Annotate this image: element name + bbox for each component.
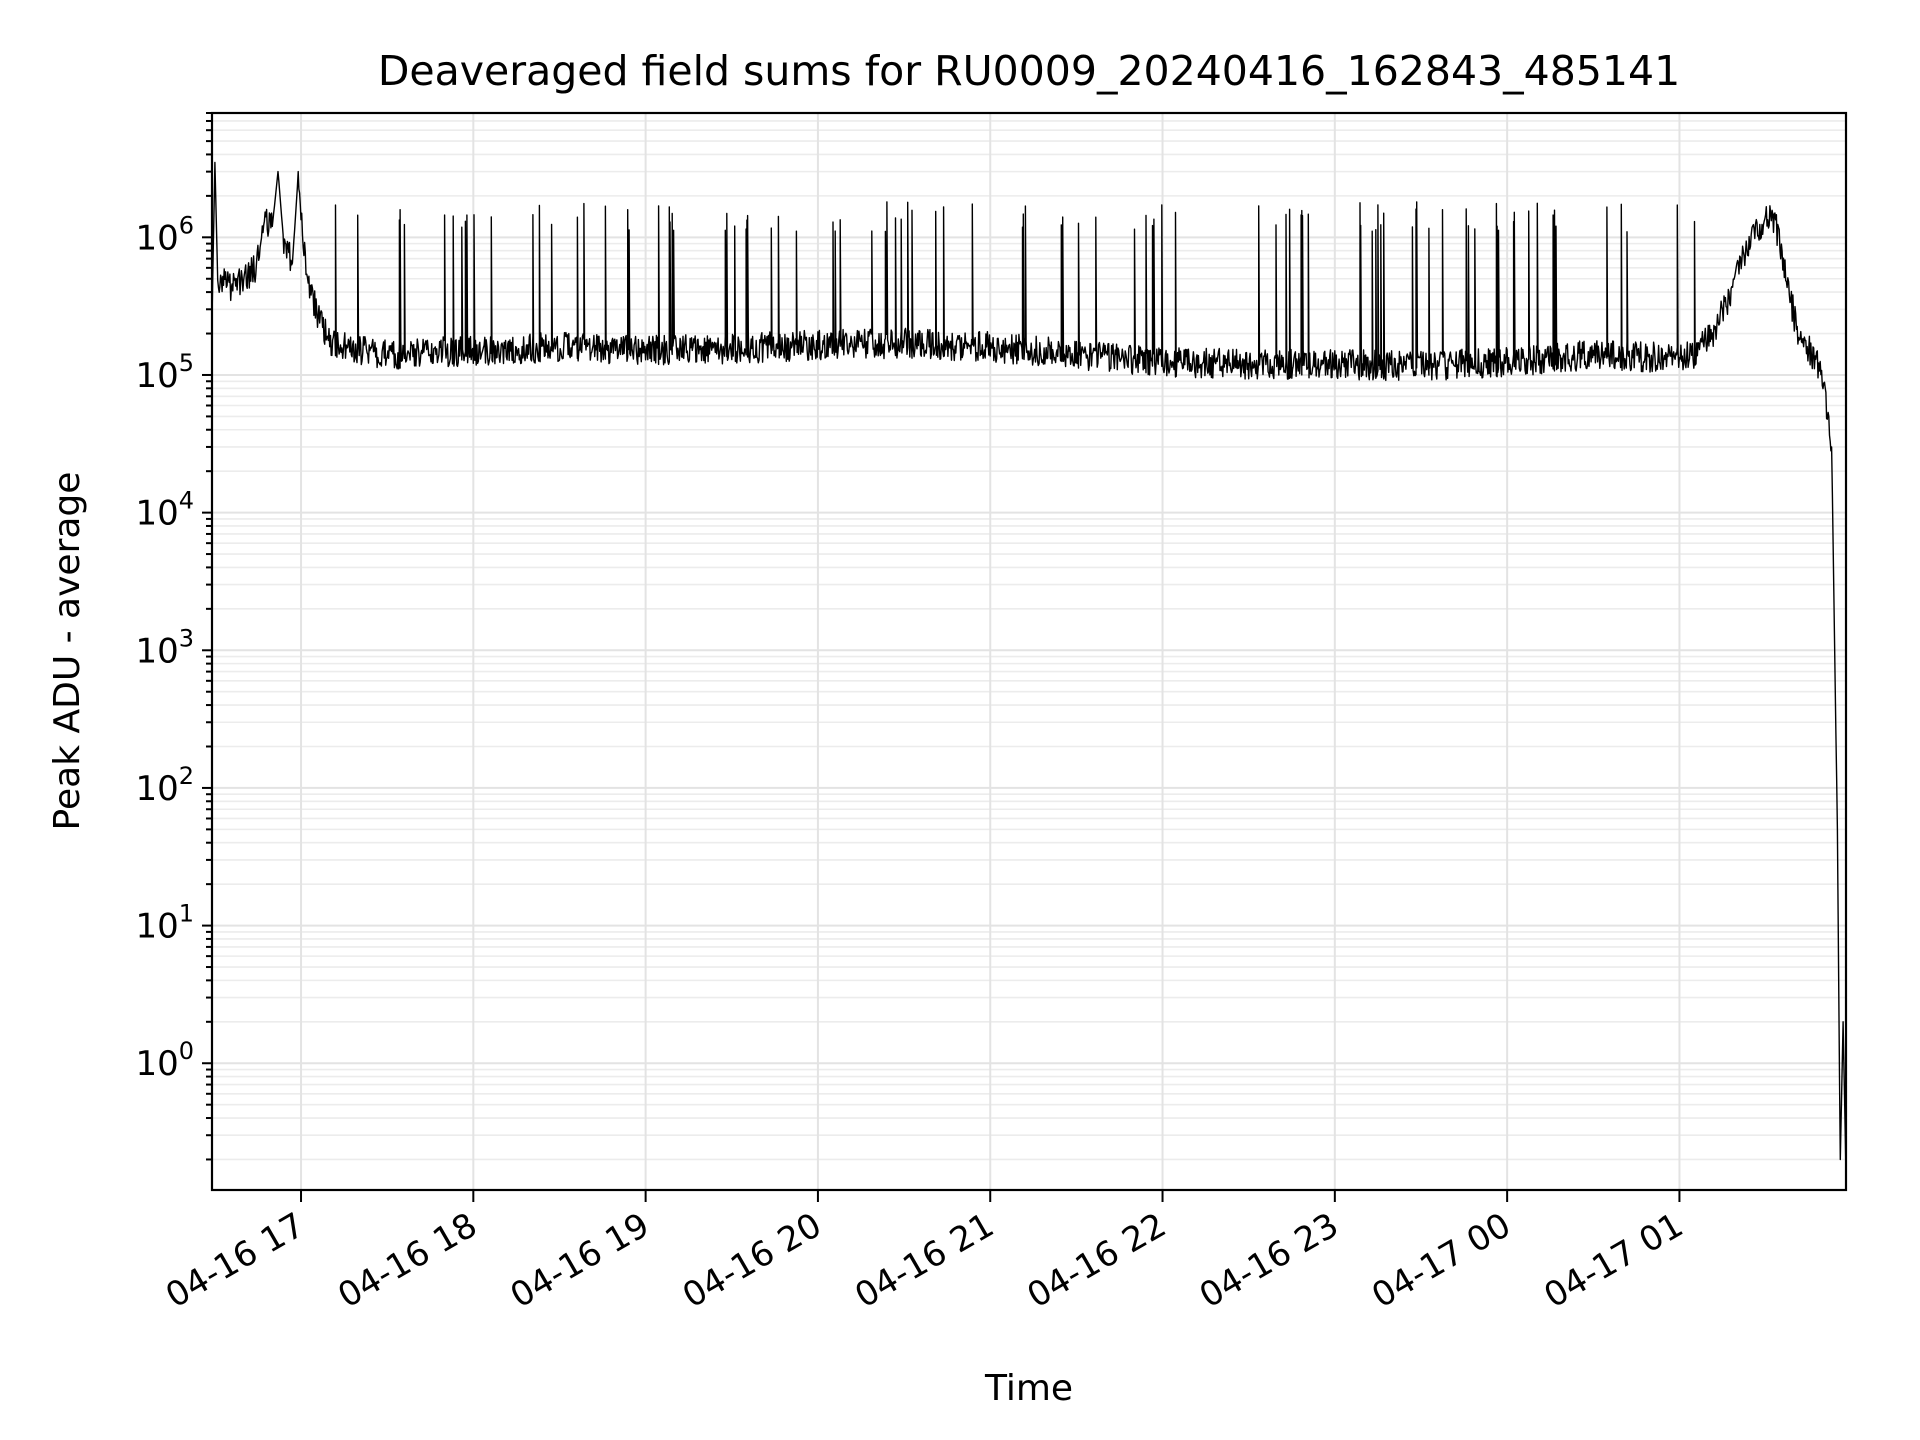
y-axis: 100 101 102 103 104 105 106 bbox=[135, 112, 212, 1161]
plot-frame bbox=[210, 111, 1848, 1192]
series-line bbox=[211, 161, 1847, 1177]
chart-title: Deaveraged field sums for RU0009_2024041… bbox=[378, 47, 1680, 95]
major-grid bbox=[212, 113, 1846, 1190]
y-tick-label: 105 bbox=[135, 349, 194, 396]
y-tick-label: 104 bbox=[135, 487, 194, 534]
y-tick-label: 106 bbox=[135, 211, 194, 258]
minor-grid bbox=[212, 112, 1846, 1161]
series-layer bbox=[211, 161, 1847, 1177]
y-tick-label: 103 bbox=[135, 624, 194, 671]
y-tick-label: 101 bbox=[135, 900, 194, 947]
y-tick-label: 102 bbox=[135, 762, 194, 809]
y-tick-label: 100 bbox=[135, 1037, 194, 1084]
x-axis-label: Time bbox=[984, 1368, 1073, 1409]
y-axis-label: Peak ADU - average bbox=[47, 472, 88, 831]
